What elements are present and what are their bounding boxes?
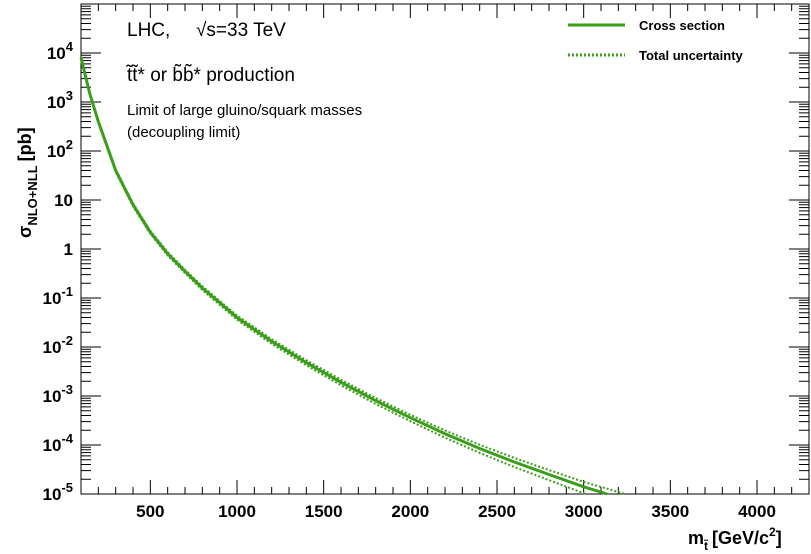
x-tick-label: 2000 xyxy=(391,502,429,521)
x-tick-label: 1000 xyxy=(218,502,256,521)
x-axis-unit-end: ] xyxy=(776,528,782,548)
y-tick-label: 102 xyxy=(47,137,73,161)
x-tick-label: 2500 xyxy=(478,502,516,521)
axis-tick-labels: 500 1000 1500 2000 2500 3000 3500 4000 10-5 10-4 1… xyxy=(43,39,776,521)
annotation-energy: √s=33 TeV xyxy=(196,20,286,41)
y-tick-label: 10-2 xyxy=(43,333,73,357)
y-tick-label: 104 xyxy=(47,39,74,63)
x-tick-label: 1500 xyxy=(305,502,343,521)
x-tick-label: 3000 xyxy=(565,502,603,521)
axis-ticks xyxy=(80,4,810,495)
legend: Cross section Total uncertainty xyxy=(568,18,744,63)
x-tick-label: 500 xyxy=(136,502,164,521)
x-axis-symbol: m xyxy=(688,528,704,548)
x-axis-unit-sup: 2 xyxy=(769,525,776,539)
y-tick-label: 10 xyxy=(54,191,73,210)
y-tick-label: 10-1 xyxy=(43,284,73,308)
uncertainty-upper-line xyxy=(80,56,626,495)
y-axis-unit: [pb] xyxy=(15,127,35,161)
y-axis-subscript: NLO+NLL xyxy=(25,165,40,225)
x-axis-subscript: t̃ xyxy=(703,538,708,553)
annotation-decoupling: (decoupling limit) xyxy=(127,124,240,141)
y-tick-label: 10-3 xyxy=(43,382,73,406)
x-tick-label: 3500 xyxy=(651,502,689,521)
legend-label-total-uncertainty: Total uncertainty xyxy=(639,48,744,63)
y-tick-label: 10-4 xyxy=(43,431,74,455)
y-tick-label: 103 xyxy=(47,88,73,112)
y-tick-label: 1 xyxy=(64,240,73,259)
series-layer xyxy=(79,56,626,496)
cross-section-line xyxy=(79,57,608,496)
annotation-lhc: LHC, xyxy=(127,20,170,41)
x-axis-unit: [GeV/c xyxy=(712,528,769,548)
x-axis-title: mt̃ [GeV/c2] xyxy=(688,525,782,553)
annotation-production: t̃t̃* or b̃b̃* production xyxy=(125,64,295,86)
y-tick-label: 10-5 xyxy=(43,480,73,504)
x-tick-label: 4000 xyxy=(738,502,776,521)
y-axis-symbol: σ xyxy=(15,226,35,238)
y-axis-title: σNLO+NLL [pb] xyxy=(15,127,40,238)
annotation-limit: Limit of large gluino/squark masses xyxy=(127,102,362,119)
svg-text:σNLO+NLL[pb]: σNLO+NLL [pb] xyxy=(15,127,40,238)
legend-label-cross-section: Cross section xyxy=(639,18,725,33)
